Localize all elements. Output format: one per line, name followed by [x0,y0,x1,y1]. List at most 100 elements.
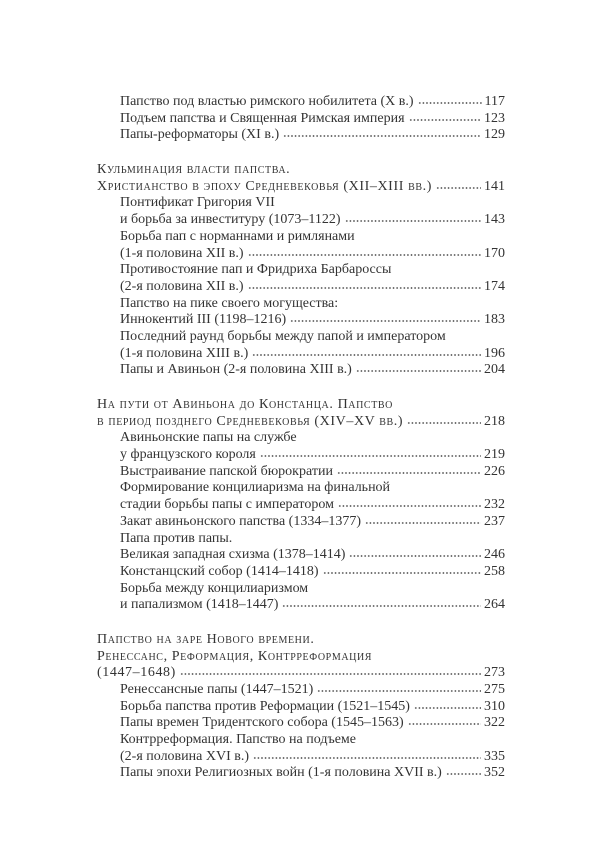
page-number: 226 [484,463,505,479]
dot-leader [282,604,481,609]
dot-leader [253,755,481,760]
entry-title: у французского короля [120,447,256,463]
toc-entry: Закат авиньонского папства (1334–1377) 23… [97,514,505,531]
toc-entry: Подъем папства и Священная Римская импер… [97,111,505,128]
dot-leader [290,319,481,324]
toc-entry: Папы эпохи Религиозных войн (1-я половин… [97,765,505,782]
toc-entry: (1-я половина XIII в.) 196 [97,346,505,363]
entry-title: Формирование концилиаризма на финальной [120,480,391,496]
toc-entry: Папа против папы. [97,531,505,548]
entry-title: (2-я половина XII в.) [120,278,244,294]
page-number: 123 [484,110,505,126]
toc-entry: Папы-реформаторы (XI в.) 129 [97,127,505,144]
entry-title: На пути от Авиньона до Констанца. Папств… [97,397,393,412]
toc-entry: Борьба папства против Реформации (1521–1… [97,699,505,716]
entry-title: Выстраивание папской бюрократии [120,463,333,479]
toc-entry: и борьба за инвеституру (1073–1122) 143 [97,212,505,229]
dot-leader [408,117,481,122]
page-number: 196 [484,345,505,361]
dot-leader [247,285,481,290]
dot-leader [435,185,481,190]
dot-leader [179,672,481,677]
entry-title: Кульминация власти папства. [97,162,291,178]
chapter-heading-line: Ренессанс, Реформация, Контрреформация [97,649,505,666]
toc-entry: стадии борьбы папы с императором 232 [97,497,505,514]
chapter-heading-line: На пути от Авиньона до Констанца. Папств… [97,397,505,414]
page-number: 117 [484,94,505,109]
page-number: 264 [484,597,505,613]
toc-entry: Папство под властью римского нобилитета … [97,94,505,111]
entry-title: Папство на пике своего могущества: [120,295,339,311]
toc-entry: (1-я половина XII в.) 170 [97,246,505,263]
toc-entry: Выстраивание папской бюрократии 226 [97,464,505,481]
toc-section: На пути от Авиньона до Констанца. Папств… [97,397,505,614]
entry-title: Борьба между концилиаризмом [120,580,309,596]
dot-leader [364,520,481,525]
toc-entry: Папство на пике своего могущества: [97,296,505,313]
dot-leader [445,772,481,777]
toc-section: Папство под властью римского нобилитета … [97,94,505,144]
entry-title: в период позднего Средневековья (XIV–XV … [97,413,404,429]
entry-title: Борьба пап с норманнами и римлянами [120,228,355,244]
entry-title: стадии борьбы папы с императором [120,497,334,513]
toc-entry: (2-я половина XII в.) 174 [97,279,505,296]
entry-title: Папство на заре Нового времени. [97,631,315,647]
page-number: 246 [484,547,505,563]
entry-title: Папа против папы. [120,530,233,546]
dot-leader [283,134,481,139]
dot-leader [344,219,481,224]
page-number: 219 [484,447,505,463]
chapter-heading-line: Кульминация власти папства. [97,162,505,179]
toc-entry: Противостояние пап и Фридриха Барбароссы [97,262,505,279]
toc-entry: и папализмом (1418–1447) 264 [97,597,505,614]
entry-title: Папы времен Тридентского собора (1545–15… [120,715,404,731]
toc-entry: Папы времен Тридентского собора (1545–15… [97,715,505,732]
toc-section: Кульминация власти папства. Христианство … [97,162,505,379]
entry-title: Папы эпохи Религиозных войн (1-я половин… [120,765,442,781]
dot-leader [252,352,481,357]
toc-entry: Борьба пап с норманнами и римлянами [97,229,505,246]
page-number: 141 [484,178,505,194]
page-number: 275 [484,682,505,697]
page-number: 322 [484,715,505,731]
toc-entry: (2-я половина XVI в.) 335 [97,749,505,766]
entry-title: Ренессанс, Реформация, Контрреформация [97,648,373,664]
dot-leader [355,369,481,374]
entry-title: Великая западная схизма (1378–1414) [120,547,346,563]
dot-leader [247,252,481,257]
page-number: 218 [484,413,505,429]
entry-title: Борьба папства против Реформации (1521–1… [120,698,410,714]
entry-title: (1-я половина XII в.) [120,245,244,261]
entry-title: Контрреформация. Папство на подъеме [120,732,356,748]
toc-entry: Понтификат Григория VII [97,195,505,212]
toc-entry: Авиньонские папы на службе [97,430,505,447]
entry-title: и папализмом (1418–1447) [120,597,279,613]
page-number: 310 [484,698,505,714]
page-number: 143 [484,212,505,228]
entry-title: Последний раунд борьбы между папой и имп… [120,328,446,344]
entry-title: и борьба за инвеституру (1073–1122) [120,212,341,228]
page-number: 237 [484,513,505,529]
page-number: 129 [484,127,505,143]
toc-section: Папство на заре Нового времени. Ренессанс… [97,632,505,782]
page-number: 273 [484,665,505,681]
entry-title: Авиньонские папы на службе [120,430,297,446]
entry-title: Христианство в эпоху Средневековья (XII–… [97,178,432,194]
toc-entry: Папы и Авиньон (2-я половина XIII в.) 204 [97,362,505,379]
dot-leader [407,420,481,425]
toc-entry: у французского короля 219 [97,447,505,464]
toc-entry: Констанцский собор (1414–1418) 258 [97,564,505,581]
dot-leader [322,570,481,575]
page-number: 174 [484,278,505,294]
entry-title: Иннокентий III (1198–1216) [120,312,287,328]
entry-title: Папы-реформаторы (XI в.) [120,127,280,143]
chapter-heading-line: в период позднего Средневековья (XIV–XV … [97,414,505,431]
entry-title: (1447–1648) [97,665,176,681]
toc-entry: Борьба между концилиаризмом [97,581,505,598]
page-number: 352 [484,765,505,781]
table-of-contents: Папство под властью римского нобилитета … [97,94,505,782]
page-number: 204 [484,362,505,378]
dot-leader [337,504,481,509]
toc-entry: Формирование концилиаризма на финальной [97,480,505,497]
toc-entry: Иннокентий III (1198–1216) 183 [97,312,505,329]
